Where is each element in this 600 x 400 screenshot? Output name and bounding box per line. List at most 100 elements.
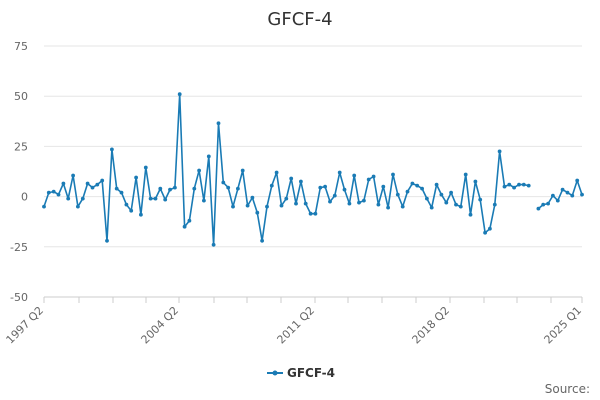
data-point[interactable] bbox=[119, 190, 124, 195]
data-point[interactable] bbox=[420, 186, 424, 191]
data-point[interactable] bbox=[95, 182, 100, 187]
data-point[interactable] bbox=[245, 203, 250, 208]
data-point[interactable] bbox=[391, 172, 395, 177]
data-point[interactable] bbox=[231, 204, 235, 209]
data-point[interactable] bbox=[449, 190, 453, 195]
data-point[interactable] bbox=[71, 173, 75, 178]
data-point[interactable] bbox=[61, 181, 66, 186]
data-point[interactable] bbox=[216, 121, 221, 126]
data-point[interactable] bbox=[124, 202, 129, 207]
data-point[interactable] bbox=[110, 147, 114, 152]
data-point[interactable] bbox=[458, 204, 463, 209]
data-point[interactable] bbox=[357, 200, 361, 205]
data-point[interactable] bbox=[323, 184, 327, 189]
data-point[interactable] bbox=[299, 179, 303, 184]
data-point[interactable] bbox=[517, 182, 521, 187]
data-point[interactable] bbox=[483, 230, 487, 235]
data-point[interactable] bbox=[192, 186, 197, 191]
data-point[interactable] bbox=[187, 218, 192, 223]
data-point[interactable] bbox=[342, 187, 347, 192]
data-point[interactable] bbox=[265, 204, 269, 209]
data-point[interactable] bbox=[332, 193, 337, 198]
data-point[interactable] bbox=[56, 192, 61, 197]
data-point[interactable] bbox=[526, 183, 531, 188]
data-point[interactable] bbox=[221, 180, 226, 185]
data-point[interactable] bbox=[376, 202, 381, 207]
data-point[interactable] bbox=[255, 210, 260, 215]
data-point[interactable] bbox=[425, 196, 429, 201]
data-point[interactable] bbox=[250, 195, 255, 200]
data-point[interactable] bbox=[66, 196, 71, 201]
data-point[interactable] bbox=[497, 149, 502, 154]
data-point[interactable] bbox=[274, 170, 279, 175]
data-point[interactable] bbox=[429, 205, 434, 210]
data-point[interactable] bbox=[580, 192, 584, 197]
data-point[interactable] bbox=[46, 190, 51, 195]
data-point[interactable] bbox=[551, 193, 555, 198]
data-point[interactable] bbox=[468, 212, 473, 217]
data-point[interactable] bbox=[100, 178, 105, 183]
data-point[interactable] bbox=[129, 208, 134, 213]
data-point[interactable] bbox=[177, 92, 182, 97]
data-point[interactable] bbox=[400, 204, 405, 209]
data-point[interactable] bbox=[202, 198, 206, 203]
data-point[interactable] bbox=[148, 196, 153, 201]
data-point[interactable] bbox=[90, 185, 95, 190]
data-point[interactable] bbox=[284, 196, 289, 201]
data-point[interactable] bbox=[405, 189, 410, 194]
data-point[interactable] bbox=[415, 183, 420, 188]
data-point[interactable] bbox=[410, 181, 415, 186]
data-point[interactable] bbox=[240, 168, 245, 173]
data-point[interactable] bbox=[313, 211, 318, 216]
data-point[interactable] bbox=[381, 184, 386, 189]
data-point[interactable] bbox=[303, 201, 308, 206]
data-point[interactable] bbox=[492, 202, 497, 207]
data-point[interactable] bbox=[114, 186, 119, 191]
data-point[interactable] bbox=[536, 206, 541, 211]
data-point[interactable] bbox=[269, 183, 274, 188]
data-point[interactable] bbox=[51, 189, 56, 194]
data-point[interactable] bbox=[182, 224, 187, 229]
data-point[interactable] bbox=[158, 186, 163, 191]
data-point[interactable] bbox=[521, 182, 526, 187]
data-point[interactable] bbox=[488, 226, 492, 231]
data-point[interactable] bbox=[478, 197, 483, 202]
data-point[interactable] bbox=[289, 176, 294, 181]
data-point[interactable] bbox=[85, 181, 90, 186]
data-point[interactable] bbox=[337, 170, 342, 175]
data-point[interactable] bbox=[197, 168, 202, 173]
data-point[interactable] bbox=[153, 196, 158, 201]
data-point[interactable] bbox=[395, 192, 400, 197]
data-point[interactable] bbox=[541, 202, 546, 207]
data-point[interactable] bbox=[473, 179, 478, 184]
data-point[interactable] bbox=[444, 200, 449, 205]
legend[interactable]: GFCF-4 bbox=[267, 366, 335, 380]
data-point[interactable] bbox=[206, 154, 211, 159]
data-point[interactable] bbox=[362, 198, 366, 203]
data-point[interactable] bbox=[386, 205, 390, 210]
data-point[interactable] bbox=[347, 201, 352, 206]
data-point[interactable] bbox=[236, 186, 240, 191]
data-point[interactable] bbox=[143, 165, 148, 170]
data-point[interactable] bbox=[260, 238, 264, 243]
data-point[interactable] bbox=[328, 199, 332, 204]
data-point[interactable] bbox=[502, 184, 507, 189]
data-point[interactable] bbox=[546, 201, 550, 206]
data-point[interactable] bbox=[168, 187, 172, 192]
data-point[interactable] bbox=[42, 204, 46, 209]
data-point[interactable] bbox=[507, 182, 512, 187]
data-point[interactable] bbox=[211, 242, 216, 247]
data-point[interactable] bbox=[565, 190, 570, 195]
data-point[interactable] bbox=[134, 175, 139, 180]
data-point[interactable] bbox=[76, 204, 80, 209]
data-point[interactable] bbox=[226, 185, 231, 190]
data-point[interactable] bbox=[318, 185, 323, 190]
data-point[interactable] bbox=[80, 196, 85, 201]
data-point[interactable] bbox=[294, 201, 298, 206]
data-point[interactable] bbox=[366, 177, 371, 182]
data-point[interactable] bbox=[463, 172, 468, 177]
data-point[interactable] bbox=[575, 178, 580, 183]
data-point[interactable] bbox=[570, 193, 575, 198]
data-point[interactable] bbox=[173, 185, 177, 190]
data-point[interactable] bbox=[139, 212, 143, 217]
